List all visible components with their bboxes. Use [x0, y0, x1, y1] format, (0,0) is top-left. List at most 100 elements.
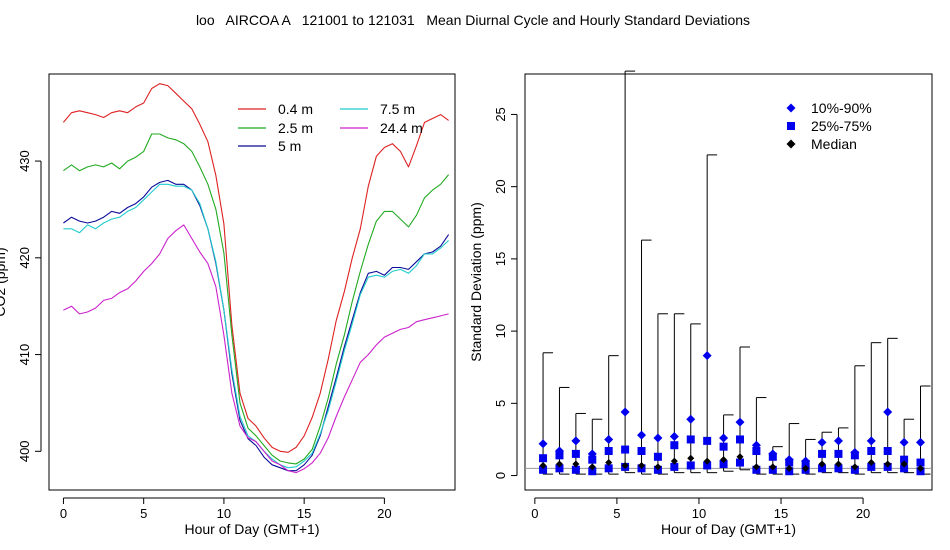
- q75-marker: [686, 435, 695, 444]
- hour-group: [883, 337, 898, 474]
- hour-group: [587, 418, 603, 476]
- q75-marker: [670, 441, 679, 450]
- x-tick-label: 10: [692, 506, 706, 521]
- legend-label: 0.4 m: [278, 101, 313, 117]
- q25-marker: [571, 465, 580, 474]
- x-tick-label: 15: [774, 506, 788, 521]
- q25-marker: [818, 464, 827, 473]
- hour-group: [916, 385, 931, 476]
- q75-marker: [604, 447, 613, 455]
- hour-group: [833, 427, 849, 474]
- y-tick-label: 20: [493, 179, 508, 193]
- median-marker: [654, 463, 662, 471]
- median-marker: [539, 461, 547, 469]
- y-tick-label: 5: [493, 400, 508, 407]
- p90-marker: [883, 407, 893, 417]
- legend-label: 7.5 m: [380, 101, 415, 117]
- q75-marker: [588, 455, 597, 464]
- y-tick-label: 430: [17, 150, 32, 172]
- q75-marker: [916, 458, 925, 467]
- q75-marker: [768, 452, 777, 461]
- median-marker: [818, 460, 826, 468]
- q75-marker: [637, 447, 646, 455]
- median-marker: [720, 456, 728, 464]
- y-axis-label: Standard Deviation (ppm): [468, 202, 484, 362]
- legend-label: 24.4 m: [380, 120, 423, 136]
- legend-swatch: [786, 139, 796, 149]
- x-tick-label: 20: [377, 506, 391, 521]
- hour-group: [719, 414, 734, 472]
- plot-frame: [48, 73, 456, 491]
- median-marker: [785, 464, 793, 472]
- median-marker: [900, 460, 908, 468]
- series-line-4: [63, 224, 449, 474]
- median-marker: [588, 463, 596, 471]
- x-tick-label: 0: [531, 506, 538, 521]
- p90-marker: [637, 430, 647, 440]
- q75-marker: [621, 445, 630, 454]
- q25-marker: [900, 464, 909, 473]
- plot-frame: [524, 73, 933, 491]
- q25-marker: [686, 461, 695, 470]
- legend-label: 25%-75%: [811, 118, 872, 134]
- hour-group: [768, 446, 783, 475]
- hourly-markers: [538, 70, 931, 476]
- q75-marker: [703, 436, 712, 445]
- p90-marker: [719, 433, 729, 443]
- p90-marker: [817, 437, 827, 447]
- q75-marker: [818, 449, 827, 458]
- p90-marker: [899, 437, 909, 447]
- p90-marker: [916, 437, 926, 447]
- x-axis-label: Hour of Day (GMT+1): [185, 521, 320, 537]
- hour-group: [538, 352, 554, 475]
- x-tick-label: 0: [60, 506, 67, 521]
- q75-marker: [850, 451, 859, 460]
- median-marker: [555, 460, 563, 468]
- hour-group: [554, 386, 570, 475]
- q75-marker: [653, 452, 662, 461]
- hour-group: [686, 323, 701, 474]
- figure-title: loo AIRCOA A 121001 to 121031 Mean Diurn…: [196, 12, 750, 28]
- median-marker: [769, 463, 777, 471]
- x-tick-label: 15: [297, 506, 311, 521]
- hour-group: [620, 70, 636, 474]
- hour-group: [751, 397, 767, 475]
- q75-marker: [571, 449, 580, 458]
- q25-marker: [555, 464, 564, 473]
- p90-marker: [620, 407, 630, 417]
- legend: 10%-90% 25%-75% Median: [786, 100, 872, 152]
- hour-group: [850, 365, 865, 475]
- p90-marker: [571, 436, 581, 446]
- p90-marker: [702, 351, 712, 361]
- standard-deviation-chart: 0 5 10 15 20 Hour of Day (GMT+1) 0 5 10 15 20 25 Sta…: [468, 70, 933, 537]
- legend-label: Median: [811, 136, 857, 152]
- x-axis: 0 5 10 15 20 Hour of Day (GMT+1): [531, 497, 870, 537]
- hour-group: [669, 313, 685, 474]
- y-axis: 0 5 10 15 20 25 Standard Deviation (ppm): [468, 107, 518, 479]
- p90-marker: [735, 417, 745, 427]
- median-marker: [867, 459, 875, 467]
- legend-label: 5 m: [278, 138, 301, 154]
- hour-group: [899, 418, 915, 474]
- hour-group: [653, 313, 668, 475]
- median-marker: [884, 460, 892, 468]
- q25-marker: [539, 465, 548, 474]
- q75-marker: [735, 435, 744, 444]
- series-line-3: [63, 183, 449, 469]
- q25-marker: [588, 467, 597, 476]
- y-axis: 400 410 420 430 CO2 (ppm): [0, 150, 42, 462]
- hour-group: [604, 355, 619, 475]
- series-line-1: [63, 133, 450, 465]
- hour-group: [571, 412, 586, 475]
- q75-marker: [555, 451, 564, 460]
- x-axis-label: Hour of Day (GMT+1): [661, 521, 796, 537]
- p90-marker: [604, 434, 614, 444]
- y-tick-label: 400: [17, 440, 32, 462]
- q75-marker: [719, 442, 728, 451]
- p90-marker: [653, 433, 663, 443]
- y-axis-label: CO2 (ppm): [0, 247, 8, 316]
- y-tick-label: 410: [17, 344, 32, 366]
- median-marker: [917, 464, 925, 472]
- hour-group: [702, 154, 718, 474]
